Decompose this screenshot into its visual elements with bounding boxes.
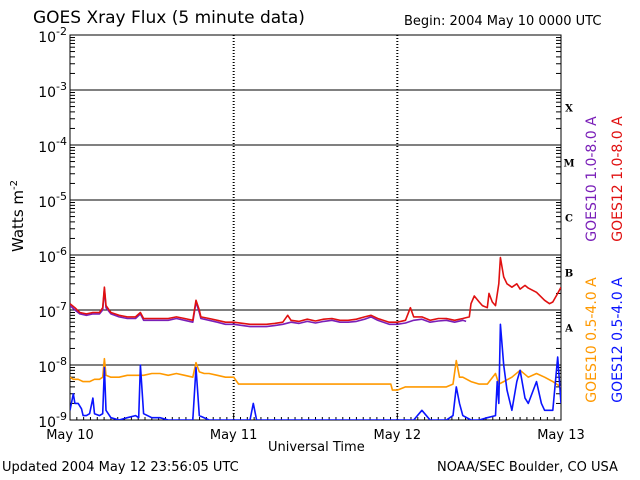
y-tick-label: 10-3 xyxy=(38,80,67,101)
x-axis-label: Universal Time xyxy=(268,440,365,455)
chart-title: GOES Xray Flux (5 minute data) xyxy=(33,8,305,28)
y-tick-label: 10-8 xyxy=(38,355,67,376)
x-tick-label: May 11 xyxy=(210,428,258,443)
updated-footer: Updated 2004 May 12 23:56:05 UTC xyxy=(2,460,239,475)
y-tick-label: 10-2 xyxy=(38,25,67,46)
series-line xyxy=(70,256,561,326)
flare-class-label: M xyxy=(563,159,574,170)
flare-class-label: B xyxy=(565,269,573,280)
legend-entry: GOES12 0.5-4.0 A xyxy=(610,277,626,403)
legend-entry: GOES12 1.0-8.0 A xyxy=(610,116,626,242)
flare-class-label: C xyxy=(565,214,573,225)
y-axis-label-text: Watts m xyxy=(9,189,27,253)
plot-frame xyxy=(69,34,562,421)
flare-class-label: X xyxy=(565,104,573,115)
series-line xyxy=(70,323,561,420)
series-line xyxy=(70,288,467,328)
y-tick-label: 10-6 xyxy=(38,245,67,266)
y-tick-label: 10-7 xyxy=(38,300,67,321)
x-tick-label: May 13 xyxy=(537,428,585,443)
x-tick-label: May 10 xyxy=(46,428,94,443)
y-tick-label: 10-9 xyxy=(38,410,67,431)
begin-label: Begin: 2004 May 10 0000 UTC xyxy=(404,14,602,29)
legend-entry: GOES10 0.5-4.0 A xyxy=(584,277,600,403)
credit-footer: NOAA/SEC Boulder, CO USA xyxy=(437,460,618,475)
y-axis-label-exponent: -2 xyxy=(9,179,20,190)
flare-class-label: A xyxy=(564,324,573,335)
y-tick-label: 10-5 xyxy=(38,190,67,211)
y-tick-label: 10-4 xyxy=(38,135,67,156)
x-tick-label: May 12 xyxy=(374,428,422,443)
series-line xyxy=(70,357,561,391)
legend-entry: GOES10 1.0-8.0 A xyxy=(584,116,600,242)
